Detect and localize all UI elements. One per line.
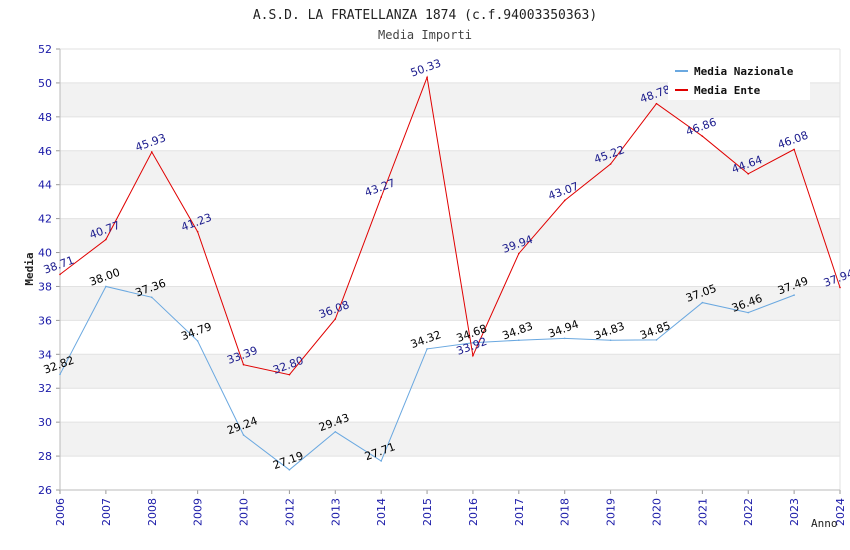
legend: Media Nazionale Media Ente: [668, 60, 810, 100]
x-tick-label: 2006: [54, 498, 67, 526]
data-point: [701, 135, 704, 137]
y-tick-label: 50: [38, 77, 52, 90]
data-point: [150, 296, 153, 299]
data-label: 38.00: [88, 266, 122, 289]
grid-bands: [60, 48, 841, 491]
y-axis-ticks: 26 28 30 32 34 36 38 40 42 44 46 48 50 52: [38, 43, 60, 497]
y-tick-label: 40: [38, 247, 52, 260]
data-point: [105, 238, 107, 241]
grid-band: [60, 422, 840, 457]
x-tick-label: 2008: [146, 498, 159, 526]
data-point: [655, 339, 658, 341]
data-point: [334, 431, 337, 433]
x-tick-label: 2012: [283, 498, 296, 526]
data-point: [196, 230, 199, 233]
y-tick-label: 36: [38, 314, 52, 327]
data-point: [288, 373, 291, 376]
y-tick-label: 32: [38, 382, 52, 395]
series-line-media-ente: [59, 75, 841, 376]
data-point: [105, 285, 107, 288]
data-point: [150, 151, 153, 153]
grid-band: [60, 354, 840, 389]
y-tick-label: 48: [38, 111, 52, 124]
x-tick-label: 2007: [100, 498, 113, 526]
data-label: 50.33: [409, 57, 443, 80]
grid-band: [60, 218, 840, 253]
data-point: [380, 460, 382, 462]
data-point: [518, 339, 520, 342]
data-point: [793, 148, 795, 151]
legend-box: [668, 60, 810, 100]
y-tick-label: 28: [38, 450, 52, 463]
x-tick-label: 2014: [375, 498, 388, 526]
data-point: [609, 163, 612, 165]
data-point: [242, 363, 245, 366]
legend-label: Media Ente: [694, 84, 761, 97]
y-tick-label: 44: [38, 179, 52, 192]
x-tick-label: 2021: [696, 498, 709, 526]
chart-title: A.S.D. LA FRATELLANZA 1874 (c.f.94003350…: [253, 8, 597, 23]
data-point: [380, 196, 382, 198]
x-tick-label: 2019: [605, 498, 618, 526]
data-label: 34.83: [501, 319, 535, 342]
data-point: [655, 102, 658, 105]
data-point: [472, 354, 474, 357]
data-point: [518, 252, 520, 255]
data-point: [426, 76, 428, 79]
x-axis-label: Anno: [811, 517, 838, 530]
x-tick-label: 2017: [513, 498, 526, 526]
x-tick-label: 2013: [329, 498, 342, 526]
data-point: [563, 199, 566, 202]
data-point: [839, 286, 841, 289]
x-tick-label: 2023: [788, 498, 801, 526]
x-tick-label: 2010: [238, 498, 251, 526]
data-label: 46.08: [776, 129, 810, 152]
x-axis-ticks: 2006 2007 2008 2009 2010 2012 2013 2014 2015 2016…: [54, 490, 847, 526]
y-tick-label: 34: [38, 348, 52, 361]
data-point: [334, 318, 337, 320]
data-point: [59, 273, 61, 276]
data-label: 34.85: [638, 319, 672, 342]
y-tick-label: 38: [38, 280, 52, 293]
data-point: [793, 294, 795, 296]
x-tick-label: 2009: [192, 498, 205, 526]
x-tick-label: 2018: [559, 498, 572, 526]
y-tick-label: 52: [38, 43, 52, 56]
data-point: [242, 434, 245, 436]
data-point: [196, 340, 199, 342]
data-point: [472, 341, 474, 344]
data-point: [59, 373, 61, 376]
chart-subtitle: Media Importi: [378, 28, 472, 42]
x-tick-label: 2022: [742, 498, 755, 526]
series-layer: [59, 75, 841, 471]
data-point: [426, 348, 428, 350]
y-tick-label: 26: [38, 484, 52, 497]
data-point: [747, 173, 750, 175]
data-label: 34.94: [546, 318, 580, 341]
data-point: [609, 339, 612, 342]
x-tick-label: 2015: [421, 498, 434, 526]
x-tick-label: 2024: [834, 498, 847, 526]
grid-band: [60, 286, 840, 321]
x-tick-label: 2020: [650, 498, 663, 526]
x-tick-label: 2016: [467, 498, 480, 526]
y-tick-label: 30: [38, 416, 52, 429]
data-point: [747, 311, 750, 314]
y-tick-label: 46: [38, 145, 52, 158]
y-tick-label: 42: [38, 213, 52, 226]
data-label: 34.83: [592, 319, 626, 342]
data-point: [288, 469, 291, 471]
data-point: [563, 337, 566, 340]
grid-band: [60, 150, 840, 185]
data-point: [701, 301, 704, 304]
legend-label: Media Nazionale: [694, 65, 794, 78]
y-axis-label: Media: [23, 252, 36, 285]
